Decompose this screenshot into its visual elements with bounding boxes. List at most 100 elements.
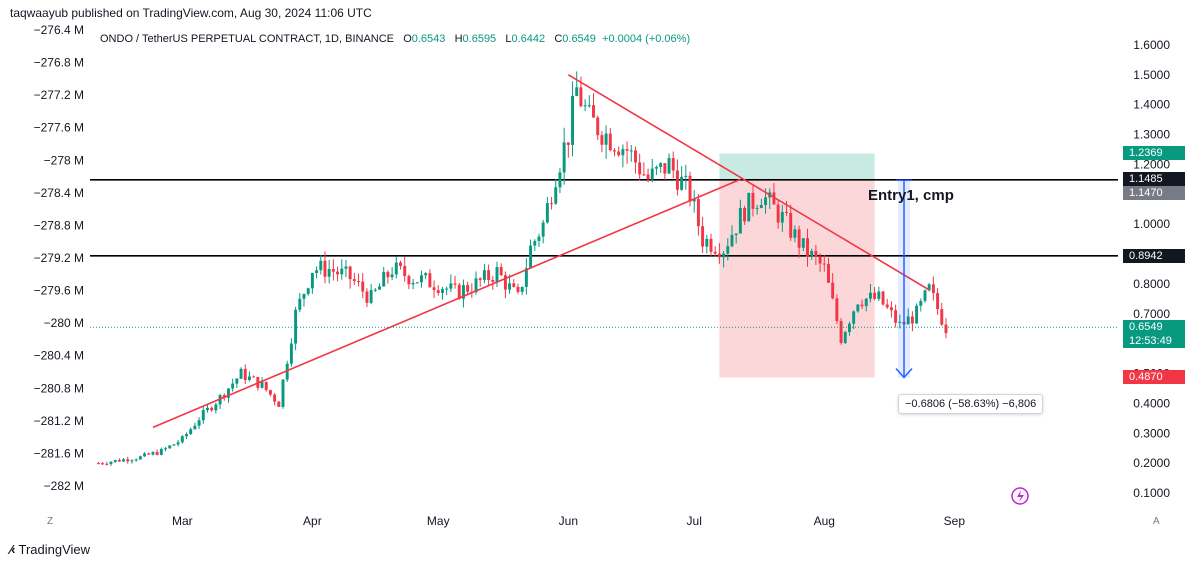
candle-body <box>734 233 738 235</box>
candle-body <box>680 176 684 190</box>
left-axis-tick: −276.8 M <box>34 56 84 70</box>
candle-body <box>944 324 948 334</box>
candle-body <box>478 278 482 280</box>
candle-body <box>579 87 583 107</box>
candle-body <box>285 363 289 380</box>
candle-body <box>793 229 797 238</box>
replay-icon[interactable] <box>1011 487 1029 505</box>
candle-body <box>130 460 134 462</box>
candle-body <box>730 234 734 247</box>
candle-body <box>638 162 642 175</box>
candle-body <box>709 238 713 252</box>
x-axis-tick: Aug <box>814 514 835 528</box>
candle-body <box>764 197 768 206</box>
candle-body <box>818 256 822 264</box>
price-label: 1.1485 <box>1123 171 1185 186</box>
legend-close: 0.6549 <box>562 33 596 45</box>
left-axis-tick: −281.2 M <box>34 414 84 428</box>
candle-body <box>738 207 742 234</box>
candle-body <box>302 294 306 299</box>
candle-body <box>428 273 432 288</box>
x-axis-tick: Jul <box>687 514 702 528</box>
candle-body <box>449 283 453 289</box>
candle-body <box>596 117 600 136</box>
candle-body <box>239 368 243 379</box>
candle-body <box>923 290 927 301</box>
candle-body <box>159 449 163 455</box>
candle-body <box>881 291 885 305</box>
candle-body <box>722 253 726 258</box>
candle-body <box>856 304 860 312</box>
left-axis-tick: −280.4 M <box>34 349 84 363</box>
candle-body <box>663 163 667 174</box>
candle-body <box>524 268 528 287</box>
candle-body <box>373 289 377 291</box>
candle-body <box>176 442 180 445</box>
timezone-button[interactable]: Z <box>47 516 54 527</box>
candle-body <box>533 240 537 246</box>
candle-body <box>671 157 675 171</box>
x-axis-tick: Sep <box>944 514 966 528</box>
candle-body <box>688 175 692 202</box>
right-axis-tick: 1.0000 <box>1133 217 1170 231</box>
right-axis-tick: 1.6000 <box>1133 38 1170 52</box>
candle-body <box>352 279 356 282</box>
candle-body <box>411 282 415 285</box>
x-axis-tick: Jun <box>559 514 578 528</box>
candle-body <box>785 211 788 213</box>
candle-body <box>420 275 423 283</box>
candle-body <box>147 453 151 455</box>
candle-body <box>231 383 235 389</box>
candle-body <box>407 276 411 285</box>
candle-body <box>634 150 637 163</box>
right-axis-tick: 0.2000 <box>1133 456 1170 470</box>
candle-body <box>931 284 935 294</box>
left-axis-tick: −277.6 M <box>34 121 84 135</box>
candle-body <box>558 172 562 188</box>
right-axis-tick: 0.8000 <box>1133 277 1170 291</box>
candle-body <box>751 192 755 209</box>
candle-body <box>122 459 126 462</box>
candle-body <box>273 394 277 402</box>
candle-body <box>592 105 595 118</box>
candle-body <box>847 323 851 333</box>
legend-high: 0.6595 <box>462 33 497 45</box>
candle-body <box>915 305 919 324</box>
candle-body <box>617 151 621 156</box>
trend-line-1 <box>567 74 930 291</box>
candle-body <box>440 289 444 293</box>
candle-body <box>264 381 268 391</box>
position-zones <box>719 153 875 378</box>
candle-body <box>797 229 801 248</box>
candle-body <box>348 266 352 280</box>
candle-body <box>814 250 818 257</box>
candle-body <box>206 407 209 411</box>
legend-change: +0.0004 (+0.06%) <box>602 33 691 45</box>
legend-open: 0.6543 <box>411 33 446 45</box>
candle-body <box>390 274 394 278</box>
candle-body <box>344 266 348 269</box>
candle-body <box>126 459 130 462</box>
candle-body <box>646 174 650 180</box>
candle-body <box>516 286 520 292</box>
candle-body <box>487 270 491 281</box>
candle-body <box>755 207 759 209</box>
candle-body <box>386 272 390 278</box>
price-label: 1.1470 <box>1123 185 1185 200</box>
candle-body <box>378 286 381 290</box>
candle-body <box>625 149 629 151</box>
chart-legend: ONDO / TetherUS PERPETUAL CONTRACT, 1D, … <box>100 33 690 45</box>
candle-body <box>436 290 440 293</box>
auto-scale-button[interactable]: A <box>1153 516 1160 527</box>
candle-body <box>650 168 654 180</box>
x-axis-tick: May <box>427 514 450 528</box>
candle-body <box>180 436 184 443</box>
x-axis-tick: Mar <box>172 514 193 528</box>
candle-body <box>201 410 205 421</box>
candle-body <box>860 304 864 307</box>
candle-body <box>189 429 193 435</box>
footer: ⁄‹ TradingView <box>10 542 90 557</box>
candle-body <box>885 304 889 308</box>
candle-body <box>835 298 839 322</box>
